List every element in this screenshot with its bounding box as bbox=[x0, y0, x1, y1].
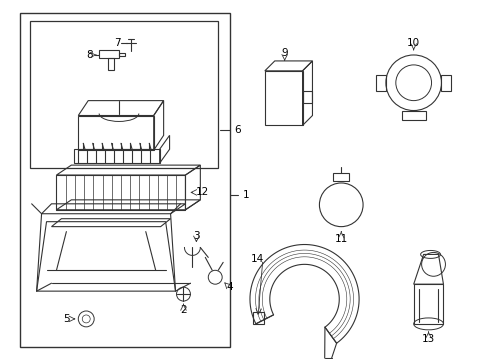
Text: 5: 5 bbox=[63, 314, 70, 324]
Text: 1: 1 bbox=[242, 190, 249, 200]
Bar bbox=[30, 21, 218, 168]
Text: 6: 6 bbox=[234, 125, 241, 135]
Text: 8: 8 bbox=[86, 50, 92, 60]
Text: 9: 9 bbox=[281, 48, 287, 58]
Text: 2: 2 bbox=[180, 305, 186, 315]
Text: 13: 13 bbox=[421, 334, 434, 344]
Text: 11: 11 bbox=[334, 234, 347, 244]
Text: 7: 7 bbox=[113, 38, 120, 48]
Text: 14: 14 bbox=[251, 255, 264, 264]
Text: 12: 12 bbox=[195, 188, 208, 197]
Text: 3: 3 bbox=[193, 230, 199, 240]
Text: 4: 4 bbox=[226, 282, 233, 292]
Bar bbox=[20, 13, 230, 347]
Text: 10: 10 bbox=[407, 38, 419, 48]
